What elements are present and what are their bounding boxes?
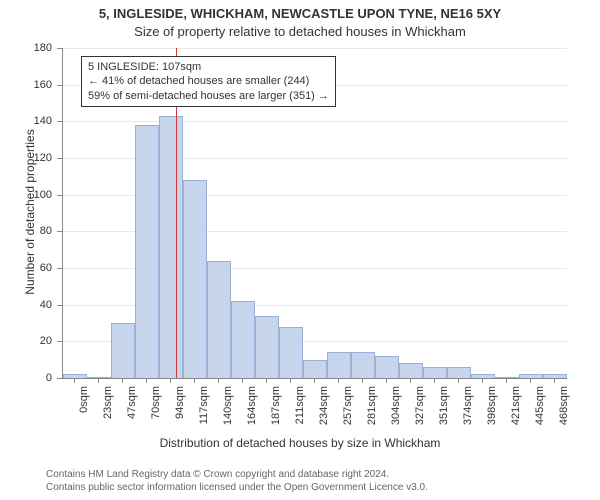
xtick-label: 398sqm bbox=[486, 386, 498, 425]
xtick-label: 94sqm bbox=[174, 386, 186, 419]
xtick-label: 0sqm bbox=[78, 386, 90, 413]
xtick-mark bbox=[530, 378, 531, 383]
ytick-label: 80 bbox=[0, 225, 52, 237]
ytick-mark bbox=[57, 231, 62, 232]
chart-container: 5, INGLESIDE, WHICKHAM, NEWCASTLE UPON T… bbox=[0, 0, 600, 500]
histogram-bar bbox=[495, 377, 519, 378]
ytick-mark bbox=[57, 268, 62, 269]
xtick-label: 304sqm bbox=[390, 386, 402, 425]
histogram-bar bbox=[375, 356, 399, 378]
histogram-bar bbox=[519, 374, 543, 378]
ytick-label: 20 bbox=[0, 335, 52, 347]
chart-title-address: 5, INGLESIDE, WHICKHAM, NEWCASTLE UPON T… bbox=[0, 6, 600, 21]
histogram-bar bbox=[111, 323, 135, 378]
xtick-mark bbox=[338, 378, 339, 383]
histogram-bar bbox=[543, 374, 567, 378]
xtick-mark bbox=[122, 378, 123, 383]
ytick-label: 140 bbox=[0, 115, 52, 127]
histogram-bar bbox=[351, 352, 375, 378]
xtick-label: 187sqm bbox=[270, 386, 282, 425]
xtick-label: 117sqm bbox=[198, 386, 210, 424]
footer-attribution: Contains HM Land Registry data © Crown c… bbox=[46, 468, 428, 494]
xtick-label: 468sqm bbox=[558, 386, 570, 425]
gridline bbox=[63, 48, 567, 49]
histogram-bar bbox=[63, 374, 87, 378]
ytick-label: 0 bbox=[0, 372, 52, 384]
histogram-bar bbox=[303, 360, 327, 378]
footer-line-1: Contains HM Land Registry data © Crown c… bbox=[46, 468, 428, 481]
annotation-line-1: 5 INGLESIDE: 107sqm bbox=[88, 60, 329, 74]
histogram-bar bbox=[159, 116, 183, 378]
ytick-label: 60 bbox=[0, 262, 52, 274]
xtick-mark bbox=[266, 378, 267, 383]
xtick-mark bbox=[458, 378, 459, 383]
xtick-mark bbox=[434, 378, 435, 383]
histogram-bar bbox=[255, 316, 279, 378]
xtick-label: 327sqm bbox=[414, 386, 426, 425]
histogram-bar bbox=[279, 327, 303, 378]
xtick-label: 257sqm bbox=[342, 386, 354, 425]
ytick-label: 160 bbox=[0, 79, 52, 91]
histogram-bar bbox=[183, 180, 207, 378]
histogram-bar bbox=[447, 367, 471, 378]
xtick-label: 23sqm bbox=[102, 386, 114, 419]
xtick-label: 211sqm bbox=[294, 386, 306, 424]
property-annotation: 5 INGLESIDE: 107sqm← 41% of detached hou… bbox=[81, 56, 336, 107]
ytick-mark bbox=[57, 158, 62, 159]
xtick-mark bbox=[194, 378, 195, 383]
xtick-mark bbox=[218, 378, 219, 383]
xtick-mark bbox=[362, 378, 363, 383]
histogram-bar bbox=[423, 367, 447, 378]
ytick-mark bbox=[57, 378, 62, 379]
xtick-mark bbox=[506, 378, 507, 383]
histogram-bar bbox=[399, 363, 423, 378]
xtick-mark bbox=[170, 378, 171, 383]
ytick-label: 180 bbox=[0, 42, 52, 54]
y-axis-label: Number of detached properties bbox=[23, 112, 37, 312]
xtick-label: 70sqm bbox=[150, 386, 162, 419]
histogram-bar bbox=[87, 377, 111, 378]
xtick-mark bbox=[482, 378, 483, 383]
xtick-label: 374sqm bbox=[462, 386, 474, 425]
ytick-label: 120 bbox=[0, 152, 52, 164]
xtick-label: 47sqm bbox=[126, 386, 138, 419]
ytick-mark bbox=[57, 195, 62, 196]
xtick-mark bbox=[386, 378, 387, 383]
xtick-label: 234sqm bbox=[318, 386, 330, 425]
ytick-mark bbox=[57, 121, 62, 122]
xtick-mark bbox=[290, 378, 291, 383]
xtick-label: 445sqm bbox=[534, 386, 546, 425]
ytick-mark bbox=[57, 85, 62, 86]
ytick-mark bbox=[57, 341, 62, 342]
xtick-label: 140sqm bbox=[222, 386, 234, 425]
histogram-bar bbox=[135, 125, 159, 378]
xtick-mark bbox=[146, 378, 147, 383]
histogram-bar bbox=[327, 352, 351, 378]
ytick-mark bbox=[57, 305, 62, 306]
histogram-bar bbox=[471, 374, 495, 378]
xtick-mark bbox=[242, 378, 243, 383]
xtick-mark bbox=[314, 378, 315, 383]
xtick-label: 164sqm bbox=[246, 386, 258, 425]
histogram-bar bbox=[207, 261, 231, 378]
gridline bbox=[63, 121, 567, 122]
ytick-mark bbox=[57, 48, 62, 49]
ytick-label: 100 bbox=[0, 189, 52, 201]
annotation-line-3: 59% of semi-detached houses are larger (… bbox=[88, 89, 329, 103]
xtick-mark bbox=[98, 378, 99, 383]
xtick-label: 421sqm bbox=[510, 386, 522, 425]
histogram-bar bbox=[231, 301, 255, 378]
xtick-label: 351sqm bbox=[438, 386, 450, 425]
annotation-line-2: ← 41% of detached houses are smaller (24… bbox=[88, 74, 329, 88]
xtick-mark bbox=[74, 378, 75, 383]
xtick-label: 281sqm bbox=[366, 386, 378, 425]
footer-line-2: Contains public sector information licen… bbox=[46, 481, 428, 494]
ytick-label: 40 bbox=[0, 299, 52, 311]
xtick-mark bbox=[554, 378, 555, 383]
xtick-mark bbox=[410, 378, 411, 383]
chart-title-description: Size of property relative to detached ho… bbox=[0, 24, 600, 39]
x-axis-label: Distribution of detached houses by size … bbox=[0, 436, 600, 450]
plot-area: 5 INGLESIDE: 107sqm← 41% of detached hou… bbox=[62, 48, 567, 379]
